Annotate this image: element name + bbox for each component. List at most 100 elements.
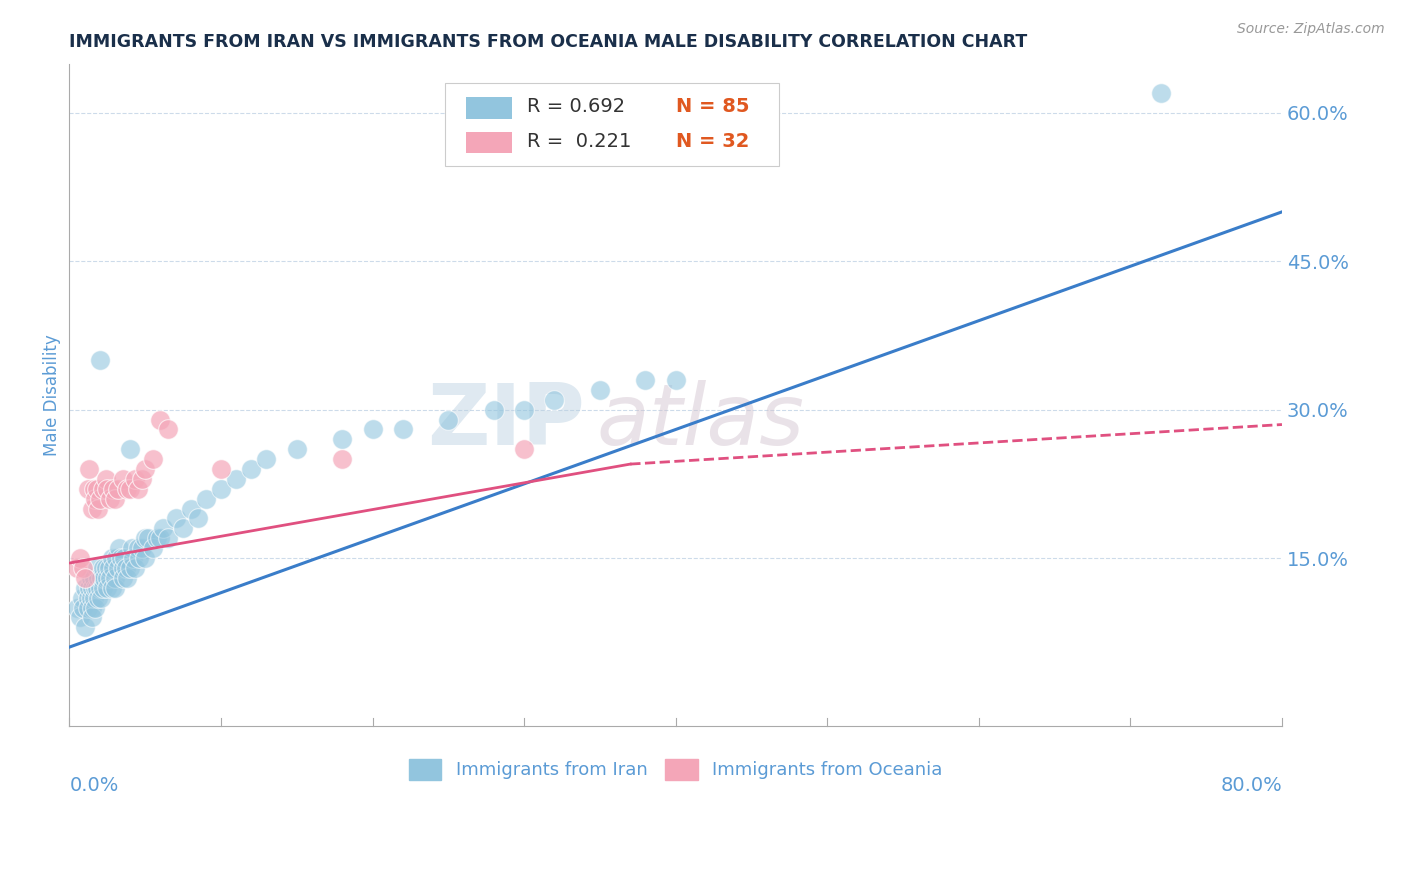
Point: [89, 491, 111, 506]
Text: 0.0%: 0.0%: [69, 776, 120, 795]
Point: [91, 561, 114, 575]
Point: [103, 482, 125, 496]
Point: [82, 581, 104, 595]
Point: [89, 353, 111, 368]
Point: [66, 561, 89, 575]
Point: [180, 501, 202, 516]
Text: atlas: atlas: [598, 380, 804, 463]
Point: [69, 610, 91, 624]
Point: [94, 472, 117, 486]
Point: [225, 472, 247, 486]
Text: 80.0%: 80.0%: [1220, 776, 1282, 795]
Point: [70, 591, 93, 605]
Point: [76, 600, 98, 615]
Point: [111, 571, 134, 585]
Text: N = 32: N = 32: [676, 131, 749, 151]
Point: [437, 412, 460, 426]
Point: [87, 501, 110, 516]
Point: [82, 600, 104, 615]
Point: [84, 491, 107, 506]
Point: [105, 551, 128, 566]
Point: [513, 442, 536, 457]
Text: Source: ZipAtlas.com: Source: ZipAtlas.com: [1237, 22, 1385, 37]
Point: [66, 600, 89, 615]
Point: [107, 561, 129, 575]
Point: [93, 571, 115, 585]
Point: [100, 491, 122, 506]
Point: [120, 561, 142, 575]
Y-axis label: Male Disability: Male Disability: [44, 334, 60, 456]
Point: [76, 482, 98, 496]
Point: [110, 551, 132, 566]
Point: [101, 581, 124, 595]
Point: [209, 462, 232, 476]
Point: [131, 541, 153, 556]
Point: [120, 442, 142, 457]
Point: [134, 531, 156, 545]
Point: [91, 482, 114, 496]
Point: [156, 531, 179, 545]
Point: [86, 561, 108, 575]
Point: [172, 521, 194, 535]
Point: [72, 561, 94, 575]
Point: [79, 571, 101, 585]
Point: [104, 581, 127, 595]
Point: [240, 462, 263, 476]
Point: [1150, 86, 1173, 100]
Point: [91, 581, 114, 595]
Point: [77, 581, 100, 595]
Point: [108, 541, 131, 556]
Point: [114, 561, 136, 575]
Point: [194, 491, 217, 506]
Point: [142, 541, 165, 556]
Point: [134, 462, 156, 476]
Point: [94, 561, 117, 575]
Point: [149, 531, 172, 545]
Point: [104, 571, 127, 585]
Point: [82, 610, 104, 624]
Point: [128, 551, 150, 566]
Point: [96, 482, 118, 496]
Point: [89, 581, 111, 595]
Point: [209, 482, 232, 496]
Point: [124, 472, 146, 486]
Point: [97, 561, 120, 575]
Point: [361, 422, 384, 436]
Point: [111, 561, 134, 575]
Point: [96, 581, 118, 595]
Point: [136, 531, 159, 545]
Point: [392, 422, 415, 436]
Point: [127, 541, 149, 556]
Point: [285, 442, 308, 457]
Point: [589, 383, 612, 397]
Point: [156, 422, 179, 436]
Point: [634, 373, 657, 387]
Point: [82, 501, 104, 516]
Point: [83, 571, 105, 585]
Point: [482, 402, 505, 417]
Point: [87, 571, 110, 585]
Text: IMMIGRANTS FROM IRAN VS IMMIGRANTS FROM OCEANIA MALE DISABILITY CORRELATION CHAR: IMMIGRANTS FROM IRAN VS IMMIGRANTS FROM …: [69, 33, 1028, 51]
Point: [73, 581, 96, 595]
Point: [107, 482, 129, 496]
Point: [73, 571, 96, 585]
Point: [146, 531, 169, 545]
Point: [79, 591, 101, 605]
Point: [83, 591, 105, 605]
Point: [121, 541, 143, 556]
Point: [77, 462, 100, 476]
Point: [330, 433, 353, 447]
Text: R =  0.221: R = 0.221: [527, 131, 631, 151]
Point: [149, 412, 172, 426]
Point: [100, 571, 122, 585]
Point: [84, 581, 107, 595]
Point: [187, 511, 209, 525]
Point: [120, 482, 142, 496]
Point: [86, 482, 108, 496]
Point: [101, 551, 124, 566]
FancyBboxPatch shape: [465, 97, 512, 119]
Point: [90, 571, 112, 585]
Point: [665, 373, 688, 387]
Point: [330, 452, 353, 467]
Point: [513, 402, 536, 417]
